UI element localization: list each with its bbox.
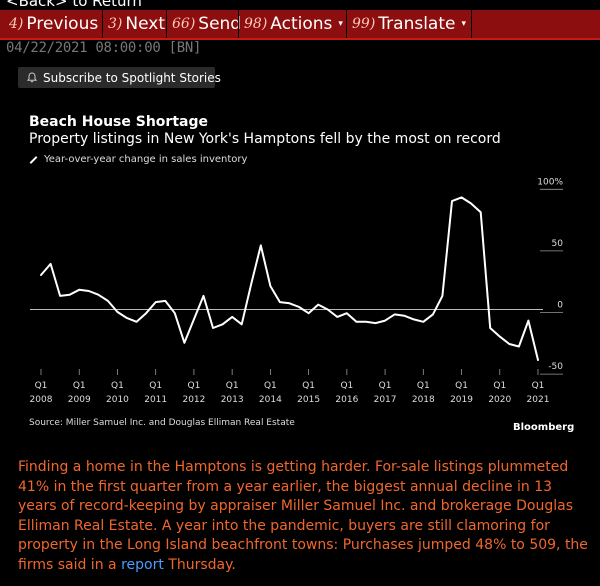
x-tick-quarter-label: Q1 (264, 381, 277, 391)
x-tick-year-label: 2019 (450, 395, 473, 405)
previous-label: Previous (26, 14, 99, 34)
x-tick-year-label: 2014 (259, 395, 282, 405)
article-body: Finding a home in the Hamptons is gettin… (18, 458, 588, 576)
article-text: Finding a home in the Hamptons is gettin… (18, 459, 588, 573)
chart-subtitle: Property listings in New York's Hamptons… (29, 131, 501, 147)
y-tick-label: -50 (548, 362, 563, 372)
legend-label: Year-over-year change in sales inventory (44, 154, 248, 165)
x-tick-year-label: 2018 (412, 395, 435, 405)
toolbar-separator (471, 10, 472, 38)
x-tick-quarter-label: Q1 (493, 381, 506, 391)
x-tick-year-label: 2010 (106, 395, 129, 405)
x-tick-quarter-label: Q1 (340, 381, 353, 391)
toolbar-separator (238, 10, 239, 38)
subscribe-button[interactable]: Subscribe to Spotlight Stories (18, 67, 221, 88)
translate-label: Translate (378, 14, 456, 34)
y-tick-label: 50 (552, 239, 564, 249)
previous-shortcut: 4) (9, 16, 24, 32)
x-tick-year-label: 2013 (221, 395, 244, 405)
next-shortcut: 3) (108, 16, 123, 32)
toolbar-separator (102, 10, 103, 38)
chart-title: Beach House Shortage (29, 114, 208, 130)
x-tick-year-label: 2016 (335, 395, 358, 405)
translate-menu-button[interactable]: 99) Translate ▾ (352, 10, 466, 38)
x-tick-quarter-label: Q1 (111, 381, 124, 391)
bloomberg-logo: Bloomberg (513, 422, 575, 433)
x-tick-quarter-label: Q1 (379, 381, 392, 391)
x-tick-quarter-label: Q1 (35, 381, 48, 391)
actions-shortcut: 98) (244, 16, 268, 32)
y-tick-label: 0 (557, 301, 563, 311)
y-tick-label: 100% (537, 177, 563, 187)
report-link[interactable]: report (121, 556, 164, 573)
next-button[interactable]: 3) Next (108, 10, 165, 38)
x-tick-year-label: 2020 (488, 395, 511, 405)
x-tick-quarter-label: Q1 (532, 381, 545, 391)
x-tick-quarter-label: Q1 (73, 381, 86, 391)
actions-menu-button[interactable]: 98) Actions ▾ (244, 10, 343, 38)
x-tick-year-label: 2015 (297, 395, 320, 405)
chart-source: Source: Miller Samuel Inc. and Douglas E… (29, 418, 295, 428)
x-tick-year-label: 2011 (144, 395, 167, 405)
send-button[interactable]: 66) Send (172, 10, 241, 38)
x-tick-quarter-label: Q1 (149, 381, 162, 391)
article-tail: Thursday. (163, 556, 236, 573)
series-line (40, 196, 539, 361)
translate-shortcut: 99) (352, 16, 376, 32)
previous-button[interactable]: 4) Previous (9, 10, 98, 38)
subscribe-label: Subscribe to Spotlight Stories (43, 70, 221, 85)
send-label: Send (198, 14, 242, 34)
x-tick-quarter-label: Q1 (188, 381, 201, 391)
toolbar: 4) Previous 3) Next 66) Send 98) Actions… (0, 10, 600, 40)
story-dateline: 04/22/2021 08:00:00 [BN] (6, 40, 202, 56)
actions-label: Actions (270, 14, 333, 34)
x-tick-quarter-label: Q1 (417, 381, 430, 391)
x-tick-quarter-label: Q1 (455, 381, 468, 391)
x-tick-year-label: 2017 (374, 395, 397, 405)
x-tick-quarter-label: Q1 (226, 381, 239, 391)
chart-legend: Year-over-year change in sales inventory (29, 154, 247, 165)
toolbar-separator (346, 10, 347, 38)
send-shortcut: 66) (172, 16, 196, 32)
back-to-return-link[interactable]: <Back> to Return (6, 0, 142, 10)
x-tick-quarter-label: Q1 (302, 381, 315, 391)
x-tick-year-label: 2008 (30, 395, 53, 405)
next-label: Next (125, 14, 165, 34)
x-tick-year-label: 2009 (68, 395, 91, 405)
x-tick-year-label: 2012 (182, 395, 205, 405)
caret-down-icon: ▾ (461, 19, 467, 29)
caret-down-icon: ▾ (338, 19, 343, 29)
x-tick-year-label: 2021 (527, 395, 550, 405)
bell-icon (27, 72, 37, 83)
toolbar-separator (166, 10, 167, 38)
